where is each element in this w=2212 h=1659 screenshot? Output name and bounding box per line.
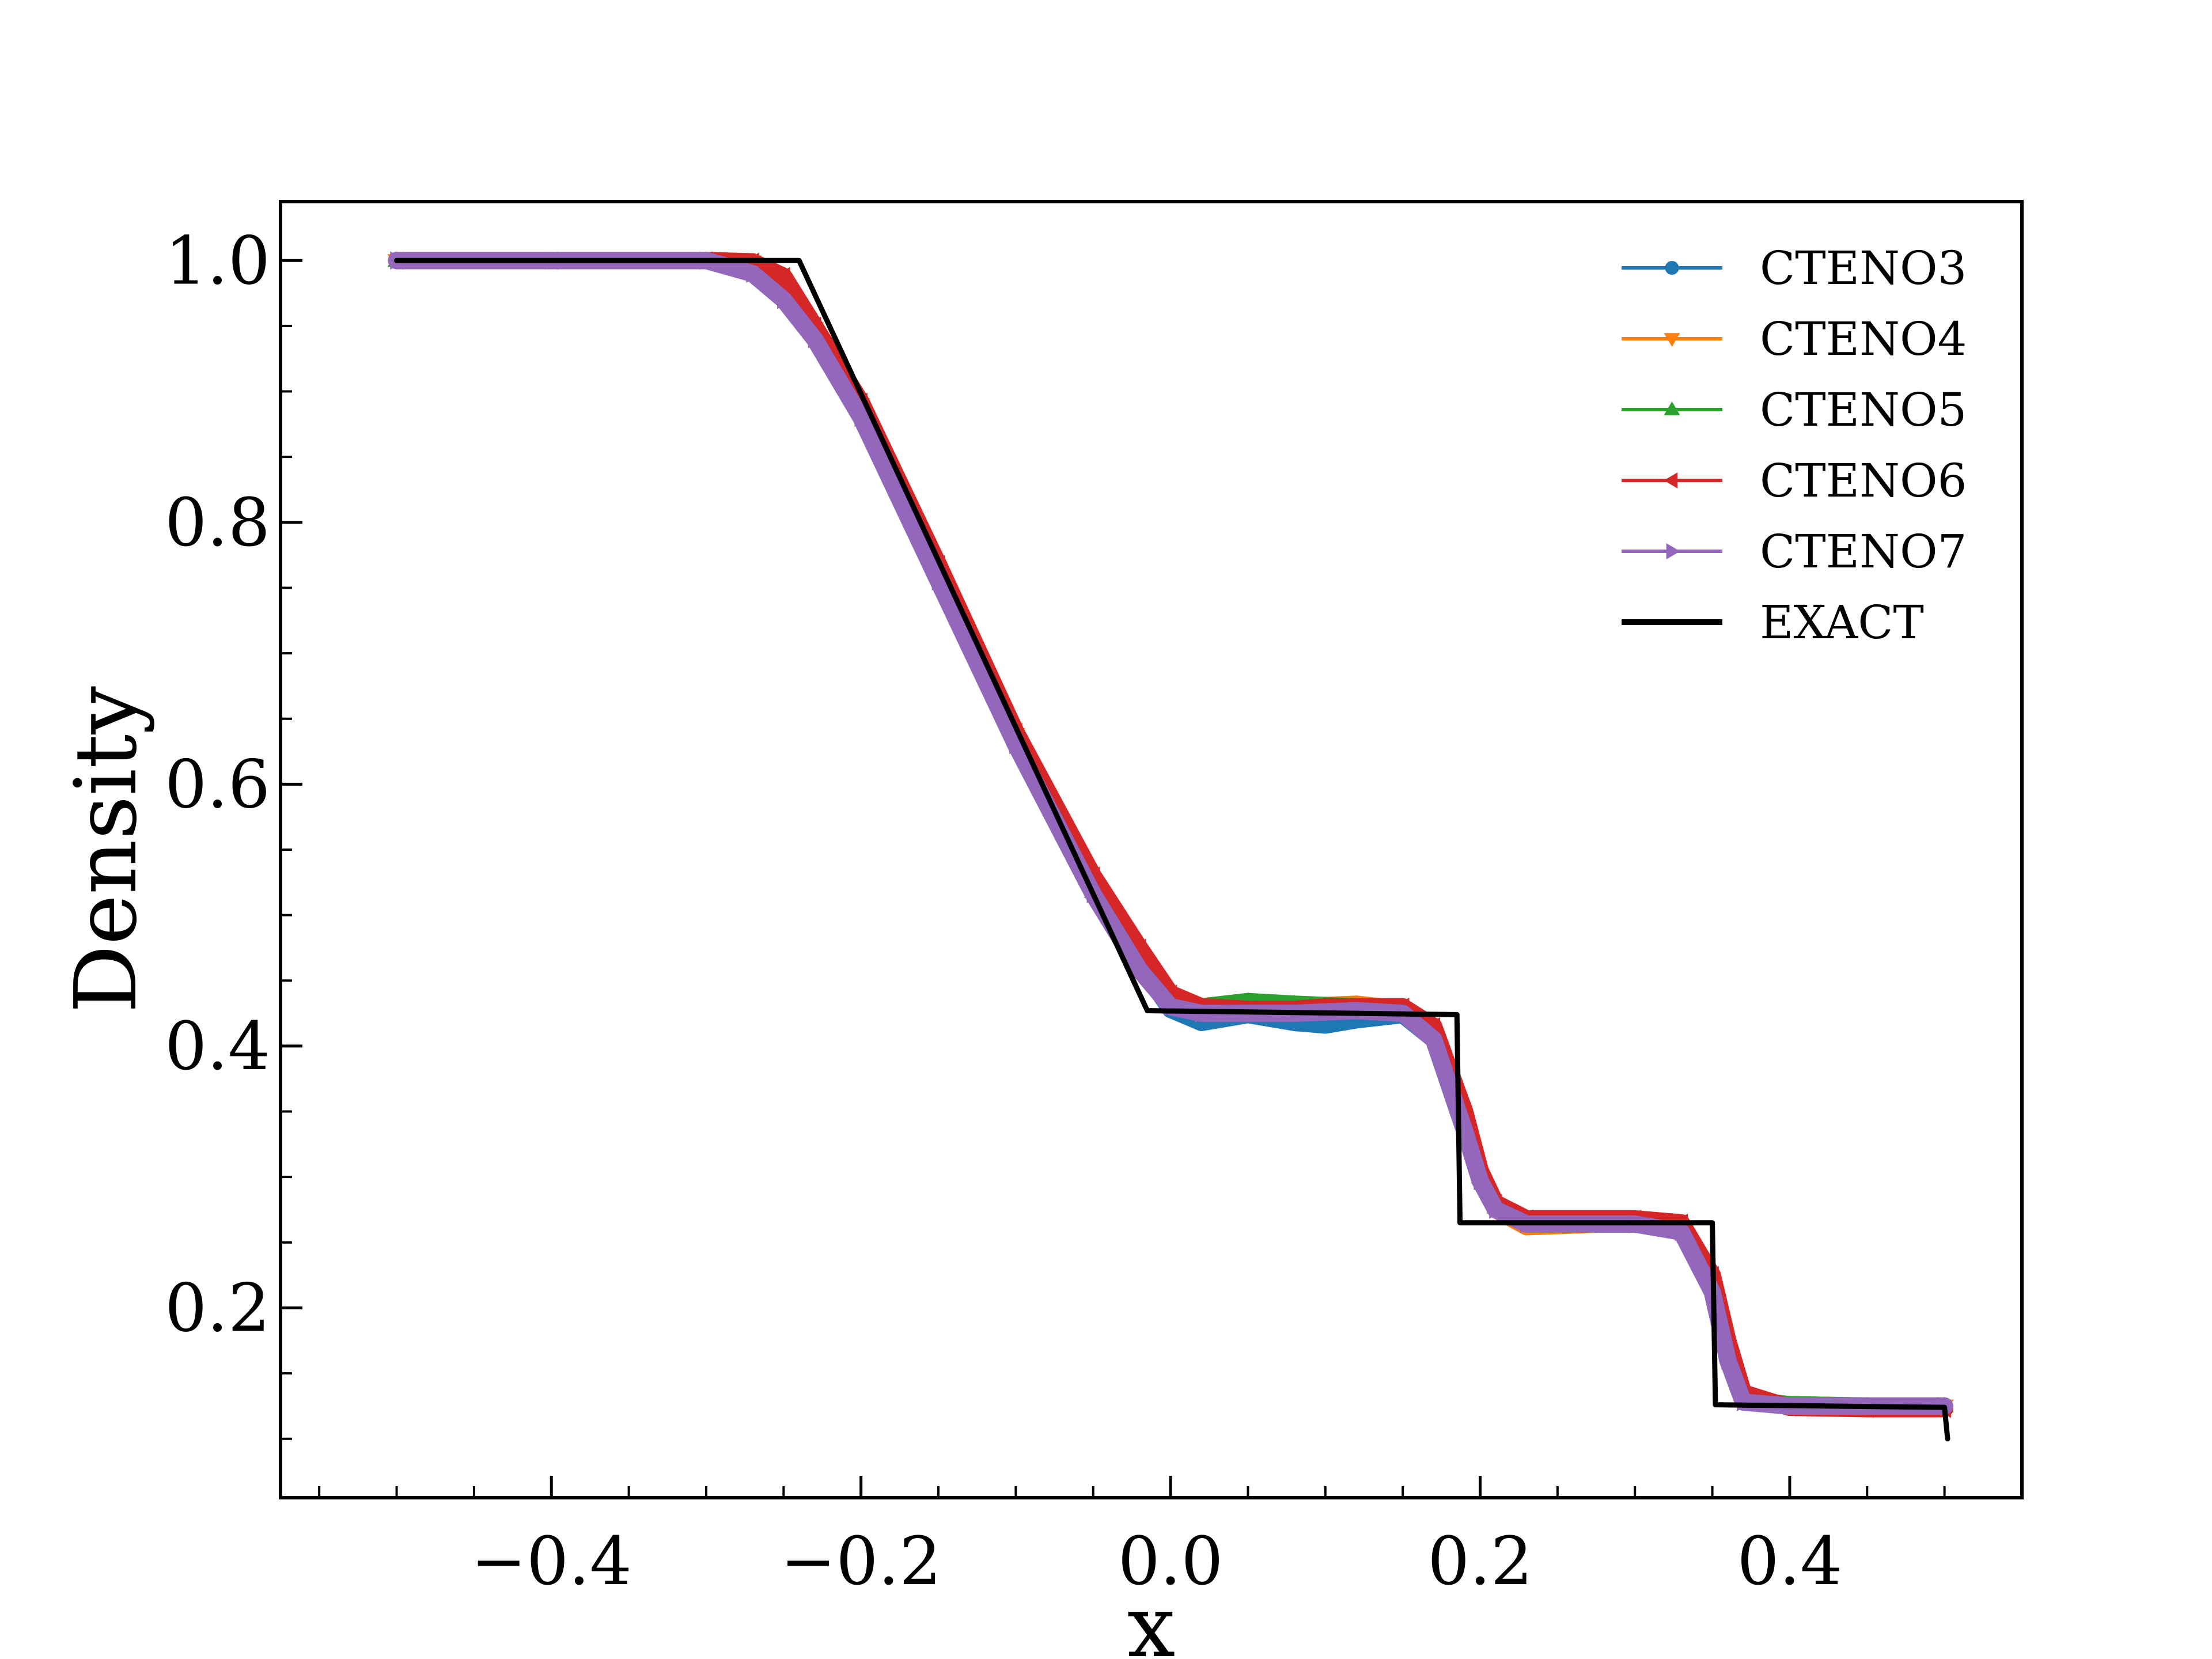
- series-exact: [394, 257, 1950, 1442]
- legend-label: CTENO6: [1760, 454, 1967, 507]
- legend-marker: [1664, 472, 1678, 488]
- y-tick-label: 0.4: [165, 1008, 270, 1085]
- legend-marker: [1665, 261, 1679, 275]
- data-point-cteno7: [1721, 1351, 1737, 1370]
- legend-marker: [1666, 543, 1680, 559]
- series-cteno6: [387, 251, 1953, 1418]
- y-tick-label: 0.8: [165, 484, 270, 562]
- data-point-cteno7: [1427, 1030, 1443, 1049]
- data-point-cteno6: [1130, 938, 1146, 957]
- data-point-cteno7: [1009, 736, 1025, 755]
- x-tick-label: −0.2: [781, 1523, 941, 1600]
- legend-label: CTENO5: [1760, 383, 1967, 437]
- data-point-cteno7: [931, 572, 948, 591]
- legend: CTENO3 CTENO4 CTENO5 CTENO6 CTENO7 EXACT: [1622, 241, 1967, 649]
- data-point-cteno7: [1474, 1172, 1490, 1190]
- data-point-cteno6: [774, 267, 790, 286]
- legend-label: CTENO3: [1760, 241, 1967, 295]
- legend-entry-cteno3: CTENO3: [1622, 241, 1967, 295]
- legend-entry-cteno6: CTENO6: [1622, 454, 1967, 507]
- legend-label: CTENO4: [1760, 312, 1967, 366]
- legend-label: CTENO7: [1760, 525, 1967, 578]
- series-cteno7: [388, 251, 1954, 1415]
- data-point-cteno7: [1133, 961, 1149, 980]
- x-axis-label: x: [1127, 1577, 1175, 1659]
- y-tick-label: 1.0: [165, 222, 270, 300]
- data-point-cteno7: [854, 408, 870, 427]
- legend-marker: [1664, 402, 1680, 415]
- y-axis-label: Density: [56, 686, 156, 1013]
- data-point-cteno7: [808, 329, 824, 349]
- y-tick-label: 0.6: [165, 746, 270, 823]
- legend-entry-exact: EXACT: [1622, 596, 1924, 649]
- data-point-cteno3: [1317, 1017, 1334, 1033]
- x-tick-label: 0.2: [1427, 1523, 1533, 1600]
- data-point-cteno7: [1675, 1222, 1691, 1241]
- series-cteno5: [387, 251, 1954, 1415]
- series-cteno4: [387, 252, 1954, 1415]
- data-point-cteno7: [777, 290, 793, 309]
- legend-entry-cteno7: CTENO7: [1622, 525, 1967, 578]
- legend-entry-cteno4: CTENO4: [1622, 312, 1967, 366]
- x-tick-label: −0.4: [471, 1523, 632, 1600]
- axes-frame: [279, 200, 2024, 1499]
- data-point-cteno7: [746, 264, 762, 283]
- y-tick-label: 0.2: [165, 1270, 270, 1347]
- legend-label: EXACT: [1760, 596, 1924, 649]
- x-tick-label: 0.0: [1118, 1523, 1224, 1600]
- series-cteno3: [388, 252, 1953, 1415]
- legend-entry-cteno5: CTENO5: [1622, 383, 1967, 437]
- legend-marker: [1664, 333, 1680, 347]
- series-line-exact: [394, 257, 1950, 1442]
- data-point-cteno7: [1489, 1200, 1505, 1219]
- x-tick-label: 0.4: [1737, 1523, 1842, 1600]
- data-point-cteno7: [1458, 1122, 1474, 1141]
